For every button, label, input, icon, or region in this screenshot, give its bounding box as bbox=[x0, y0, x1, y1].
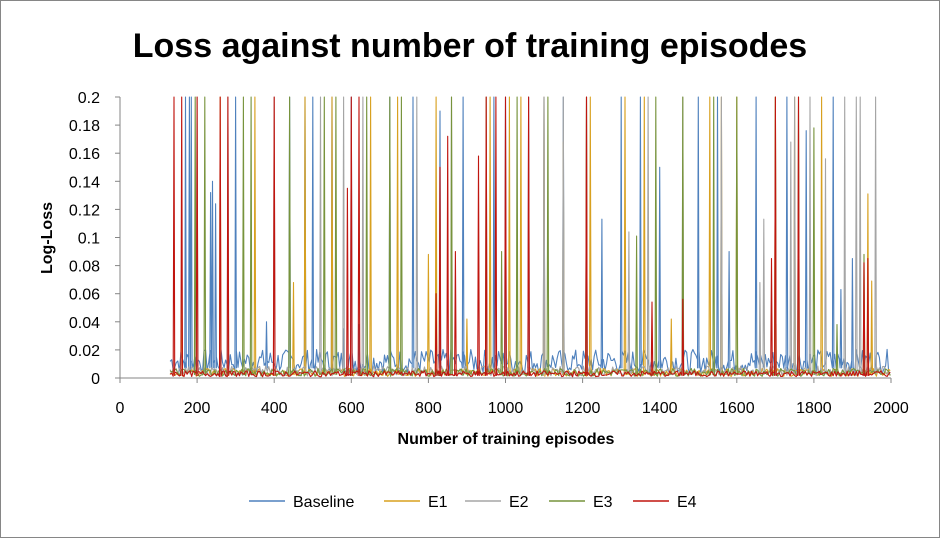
series-line-e4 bbox=[169, 96, 891, 378]
y-tick-label: 0.04 bbox=[69, 315, 100, 332]
legend-label-e4: E4 bbox=[677, 494, 697, 511]
x-tick-label: 1800 bbox=[796, 400, 832, 417]
legend-label-e1: E1 bbox=[428, 494, 448, 511]
legend: Baseline E1 E2 E3 E4 bbox=[249, 494, 697, 511]
y-tick-label: 0.18 bbox=[69, 118, 100, 135]
y-tick-label: 0.1 bbox=[78, 231, 100, 248]
y-tick-label: 0.16 bbox=[69, 146, 100, 163]
legend-label-e2: E2 bbox=[509, 494, 529, 511]
series-group bbox=[169, 96, 891, 378]
legend-label-e3: E3 bbox=[593, 494, 613, 511]
plot-area: 00.020.040.060.080.10.120.140.160.180.2 … bbox=[69, 90, 909, 417]
y-tick-label: 0.02 bbox=[69, 343, 100, 360]
x-tick-label: 600 bbox=[338, 400, 365, 417]
x-axis-label: Number of training episodes bbox=[398, 431, 615, 448]
x-tick-label: 1000 bbox=[488, 400, 524, 417]
series-line-baseline bbox=[169, 96, 891, 374]
y-axis-label: Log-Loss bbox=[39, 202, 56, 274]
series-line-e1 bbox=[169, 96, 891, 377]
y-tick-label: 0.12 bbox=[69, 202, 100, 219]
x-tick-label: 1400 bbox=[642, 400, 678, 417]
x-tick-label: 400 bbox=[261, 400, 288, 417]
x-tick-label: 2000 bbox=[873, 400, 909, 417]
x-tick-label: 1200 bbox=[565, 400, 601, 417]
x-tick-label: 0 bbox=[116, 400, 125, 417]
y-tick-label: 0.14 bbox=[69, 174, 100, 191]
y-tick-label: 0.08 bbox=[69, 259, 100, 276]
y-tick-label: 0.2 bbox=[78, 90, 100, 107]
legend-label-baseline: Baseline bbox=[293, 494, 354, 511]
y-tick-label: 0.06 bbox=[69, 287, 100, 304]
series-line-e3 bbox=[169, 96, 891, 377]
x-ticks: 0 200 400 600 800 1000 1200 1400 1600 1800 2000 bbox=[116, 378, 909, 417]
y-tick-label: 0 bbox=[91, 371, 100, 388]
y-ticks: 0 0.02 0.04 0.06 0.08 0.1 0.12 0.14 0.16 0.18 0.2 bbox=[69, 90, 120, 388]
x-tick-label: 200 bbox=[184, 400, 211, 417]
x-tick-label: 800 bbox=[415, 400, 442, 417]
series-line-e2 bbox=[169, 96, 891, 377]
x-tick-label: 1600 bbox=[719, 400, 755, 417]
chart-title: Loss against number of training episodes bbox=[133, 27, 807, 65]
